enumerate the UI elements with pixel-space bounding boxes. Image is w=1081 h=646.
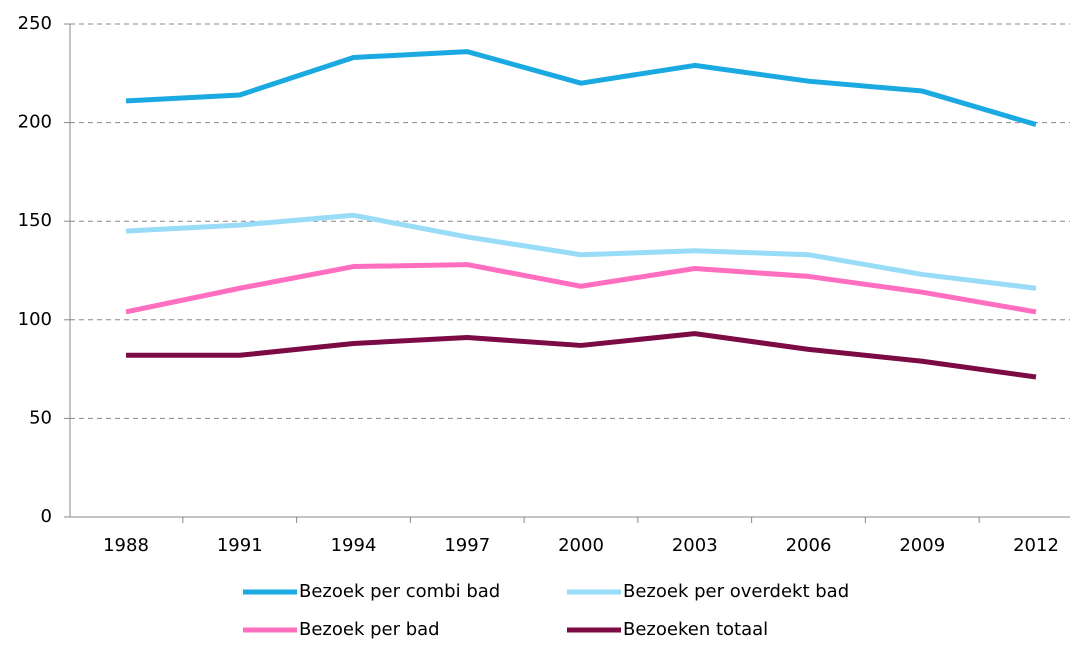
x-tick-label: 2006 xyxy=(786,535,832,556)
series-line xyxy=(125,49,1037,127)
x-tick-label: 2003 xyxy=(672,535,718,556)
x-tick-label: 2009 xyxy=(899,535,945,556)
x-tick-label: 2000 xyxy=(558,535,604,556)
series-line xyxy=(125,212,1037,291)
series-line xyxy=(126,331,1037,380)
x-tick-label: 1988 xyxy=(103,535,149,556)
legend-label: Bezoek per overdekt bad xyxy=(623,581,849,602)
y-tick-label: 0 xyxy=(41,506,52,527)
x-tick-label: 1994 xyxy=(331,535,377,556)
y-tick-label: 100 xyxy=(18,309,52,330)
x-tick-label: 2012 xyxy=(1013,535,1059,556)
legend-label: Bezoek per bad xyxy=(299,619,440,640)
legend-label: Bezoeken totaal xyxy=(623,619,768,640)
y-tick-label: 150 xyxy=(18,210,52,231)
legend-label: Bezoek per combi bad xyxy=(299,581,500,602)
x-tick-label: 1991 xyxy=(217,535,263,556)
series-line xyxy=(125,262,1037,315)
x-tick-label: 1997 xyxy=(444,535,490,556)
y-tick-label: 200 xyxy=(18,112,52,133)
y-tick-label: 250 xyxy=(18,13,52,34)
y-tick-label: 50 xyxy=(29,407,52,428)
